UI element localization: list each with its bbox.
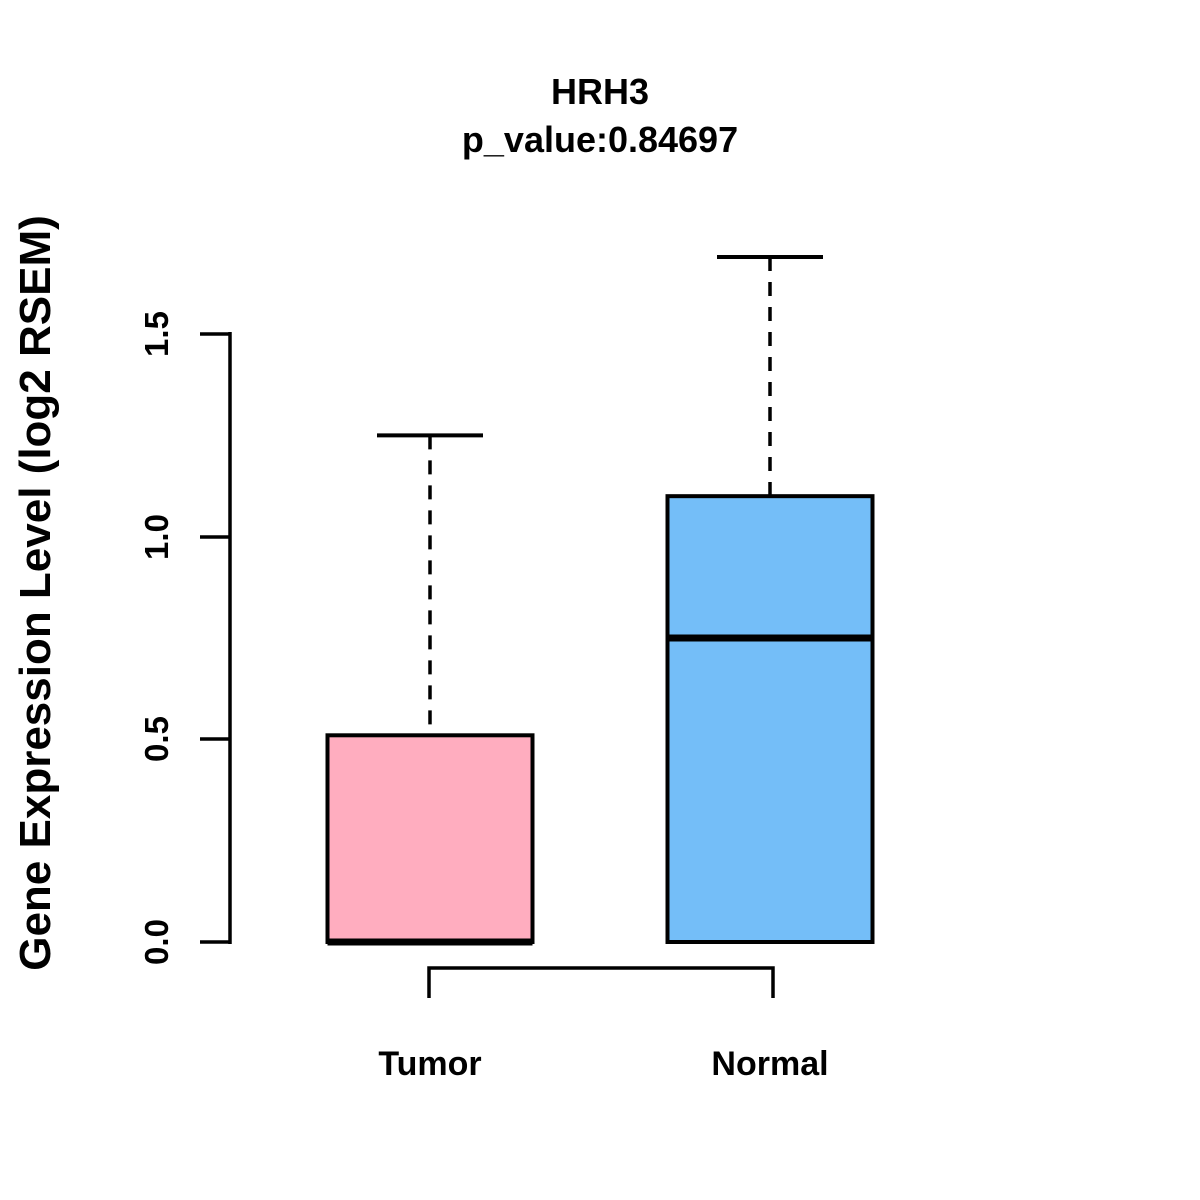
x-axis-line	[427, 966, 775, 998]
box-group	[665, 255, 875, 944]
chart-title: HRH3	[551, 71, 649, 112]
box-group	[325, 433, 535, 946]
x-tick-label-normal: Normal	[711, 1045, 828, 1083]
y-tick-label-0.5: 0.5	[138, 716, 175, 762]
box-rect	[325, 733, 535, 944]
x-axis: Tumor Normal	[378, 966, 829, 1083]
y-tick-label-1.0: 1.0	[138, 514, 175, 560]
chart-subtitle: p_value:0.84697	[462, 119, 738, 160]
x-tick-label-tumor: Tumor	[378, 1045, 481, 1083]
y-axis: 0.0 0.5 1.0 1.5	[138, 311, 232, 965]
y-tick-label-1.5: 1.5	[138, 311, 175, 357]
y-axis-label: Gene Expression Level (log2 RSEM)	[11, 215, 60, 971]
y-tick-label-0.0: 0.0	[138, 919, 175, 965]
box-rect	[665, 494, 875, 944]
